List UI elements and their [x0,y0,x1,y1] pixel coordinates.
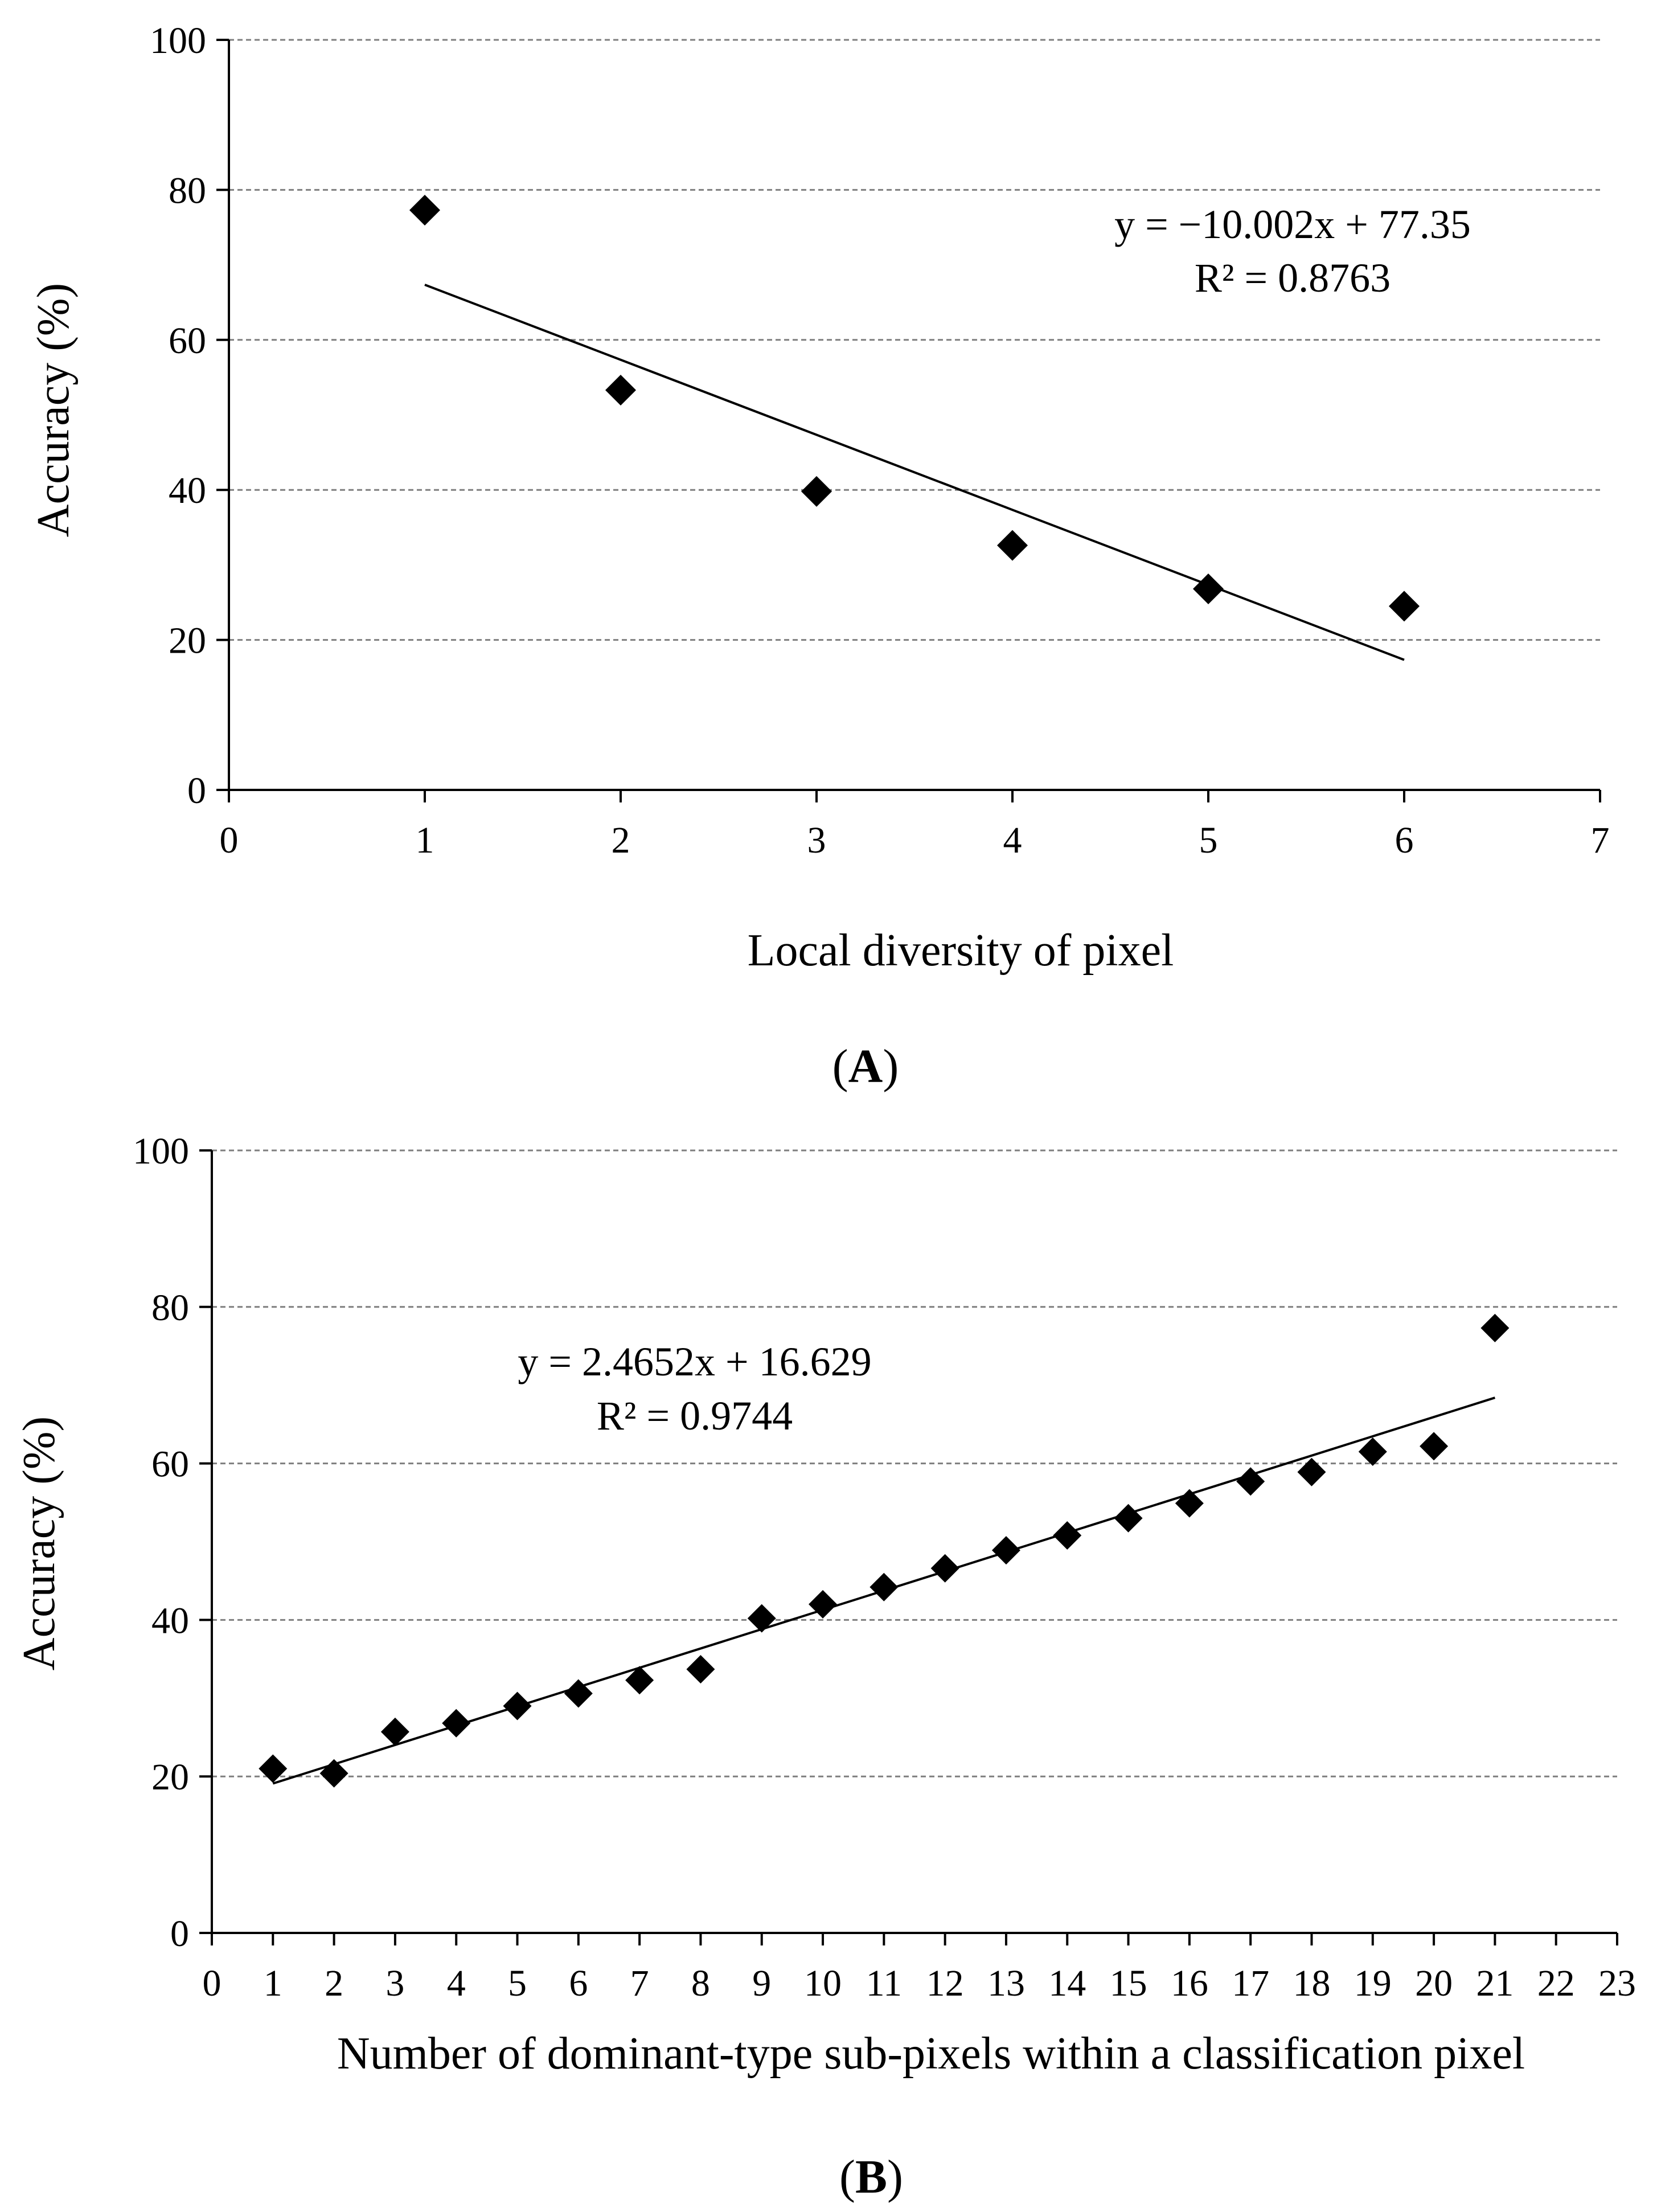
chart-a-x-tick-label: 1 [416,820,434,861]
chart-a-y-ticks: 0 20 40 60 80 100 [150,20,229,812]
chart-b-data-point [1480,1313,1510,1342]
chart-b-data-point [319,1759,348,1788]
chart-a-x-tick-label: 4 [1003,820,1022,861]
chart-b-x-tick-label: 23 [1598,1963,1636,2004]
chart-a-data-point [1389,591,1420,622]
chart-b-y-tick-label: 80 [151,1287,189,1329]
chart-b-x-tick-label: 9 [752,1963,771,2004]
chart-a-x-axis-label: Local diversity of pixel [748,925,1174,976]
chart-b-equation: y = 2.4652x + 16.629 [518,1339,871,1384]
chart-b-x-tick-label: 13 [987,1963,1025,2004]
chart-b-data-point [930,1554,959,1583]
chart-a-panel-letter: A [848,1040,883,1093]
chart-b-x-ticks: 0 1 2 3 4 5 6 7 8 9 10 11 12 13 14 15 16 17 18 19 20 21 22 23 [203,1933,1636,2004]
chart-b-data-point [625,1666,654,1695]
chart-b-data-point [991,1536,1020,1565]
chart-b-x-tick-label: 20 [1415,1963,1453,2004]
chart-b-data-point [564,1679,593,1708]
chart-b-x-tick-label: 3 [385,1963,404,2004]
chart-b-panel-label: (B) [839,2150,903,2203]
chart-b-x-tick-label: 21 [1476,1963,1514,2004]
chart-b-y-tick-label: 40 [151,1600,189,1641]
chart-b-data-point [442,1709,471,1738]
chart-a-x-ticks: 0 1 2 3 4 5 6 7 [220,790,1610,861]
chart-b-x-tick-label: 2 [325,1963,343,2004]
chart-a-trendline [424,284,1405,661]
chart-a-x-tick-label: 7 [1591,820,1610,861]
chart-b-data-point [1297,1457,1326,1486]
chart-b-data-point [686,1654,715,1683]
chart-b-data-point [809,1590,838,1619]
chart-a-x-tick-label: 6 [1395,820,1414,861]
chart-b-x-tick-label: 8 [691,1963,710,2004]
chart-a-trendline-group [424,284,1405,661]
chart-b-x-tick-label: 15 [1110,1963,1147,2004]
chart-b-data-point [747,1604,776,1633]
chart-a-x-tick-label: 5 [1199,820,1218,861]
chart-a-r-squared: R² = 0.8763 [1195,255,1391,301]
chart-a-x-tick-label: 3 [807,820,826,861]
chart-b-gridlines [212,1149,1617,1777]
chart-a-panel-label: (A) [832,1040,899,1093]
chart-b-data-point [1236,1467,1265,1496]
chart-b-x-tick-label: 16 [1171,1963,1208,2004]
chart-a-y-tick-label: 100 [150,20,206,62]
chart-b-data-point [869,1572,899,1601]
chart-b-x-tick-label: 17 [1232,1963,1269,2004]
chart-a-data-point [997,530,1028,561]
chart-a-gridlines [229,39,1600,641]
chart-b-x-tick-label: 7 [630,1963,649,2004]
chart-b-y-tick-label: 0 [170,1913,189,1955]
chart-b-data-point [380,1717,409,1746]
chart-a-data-point [1193,574,1224,605]
chart-a-axes [228,40,1600,791]
chart-b-x-tick-label: 11 [866,1963,903,2004]
chart-b-axes [211,1150,1617,1934]
chart-b-data-point [1053,1521,1082,1550]
chart-a-y-tick-label: 40 [169,470,206,511]
chart-a-data-point [605,375,636,406]
chart-b-x-tick-label: 0 [203,1963,222,2004]
chart-b-data-point [259,1754,288,1783]
chart-b-x-tick-label: 14 [1048,1963,1086,2004]
chart-a-y-tick-label: 60 [169,320,206,362]
chart-a-x-tick-label: 0 [220,820,239,861]
chart-panel-a: 0 1 2 3 4 5 6 7 0 20 40 60 80 100 y = −10.002x + 77.… [28,20,1610,1093]
chart-a-y-axis-label: Accuracy (%) [28,283,79,537]
chart-a-y-tick-label: 80 [169,170,206,211]
chart-b-x-axis-label: Number of dominant-type sub-pixels withi… [337,2029,1525,2079]
chart-b-r-squared: R² = 0.9744 [597,1393,793,1439]
chart-b-x-tick-label: 1 [264,1963,282,2004]
chart-b-x-tick-label: 10 [804,1963,842,2004]
chart-a-equation: y = −10.002x + 77.35 [1114,202,1471,247]
chart-b-x-tick-label: 6 [569,1963,588,2004]
chart-a-y-tick-label: 20 [169,620,206,662]
chart-b-y-axis-label: Accuracy (%) [14,1416,64,1670]
chart-b-panel-letter: B [855,2150,887,2203]
chart-b-y-tick-label: 20 [151,1756,189,1798]
chart-b-data-point [1358,1437,1387,1466]
chart-b-y-tick-label: 100 [133,1130,189,1172]
chart-b-x-tick-label: 12 [926,1963,964,2004]
chart-a-data-point [409,194,440,226]
chart-b-x-tick-label: 18 [1293,1963,1330,2004]
chart-a-points [409,194,1420,622]
chart-b-data-point [503,1691,532,1721]
chart-a-data-point [801,476,832,507]
chart-b-y-tick-label: 60 [151,1444,189,1485]
chart-b-data-point [1420,1432,1449,1461]
chart-panel-b: 0 1 2 3 4 5 6 7 8 9 10 11 12 13 14 15 16 17 18 19 20 21 22 23 0… [14,1130,1636,2203]
chart-b-data-point [1114,1504,1143,1533]
chart-b-x-tick-label: 22 [1537,1963,1575,2004]
chart-b-x-tick-label: 5 [508,1963,527,2004]
chart-b-x-tick-label: 19 [1354,1963,1392,2004]
chart-b-points [259,1313,1510,1788]
chart-b-x-tick-label: 4 [447,1963,466,2004]
chart-a-x-tick-label: 2 [612,820,630,861]
chart-a-y-tick-label: 0 [187,770,206,812]
chart-b-data-point [1175,1489,1204,1518]
chart-b-y-ticks: 0 20 40 60 80 100 [133,1130,212,1955]
